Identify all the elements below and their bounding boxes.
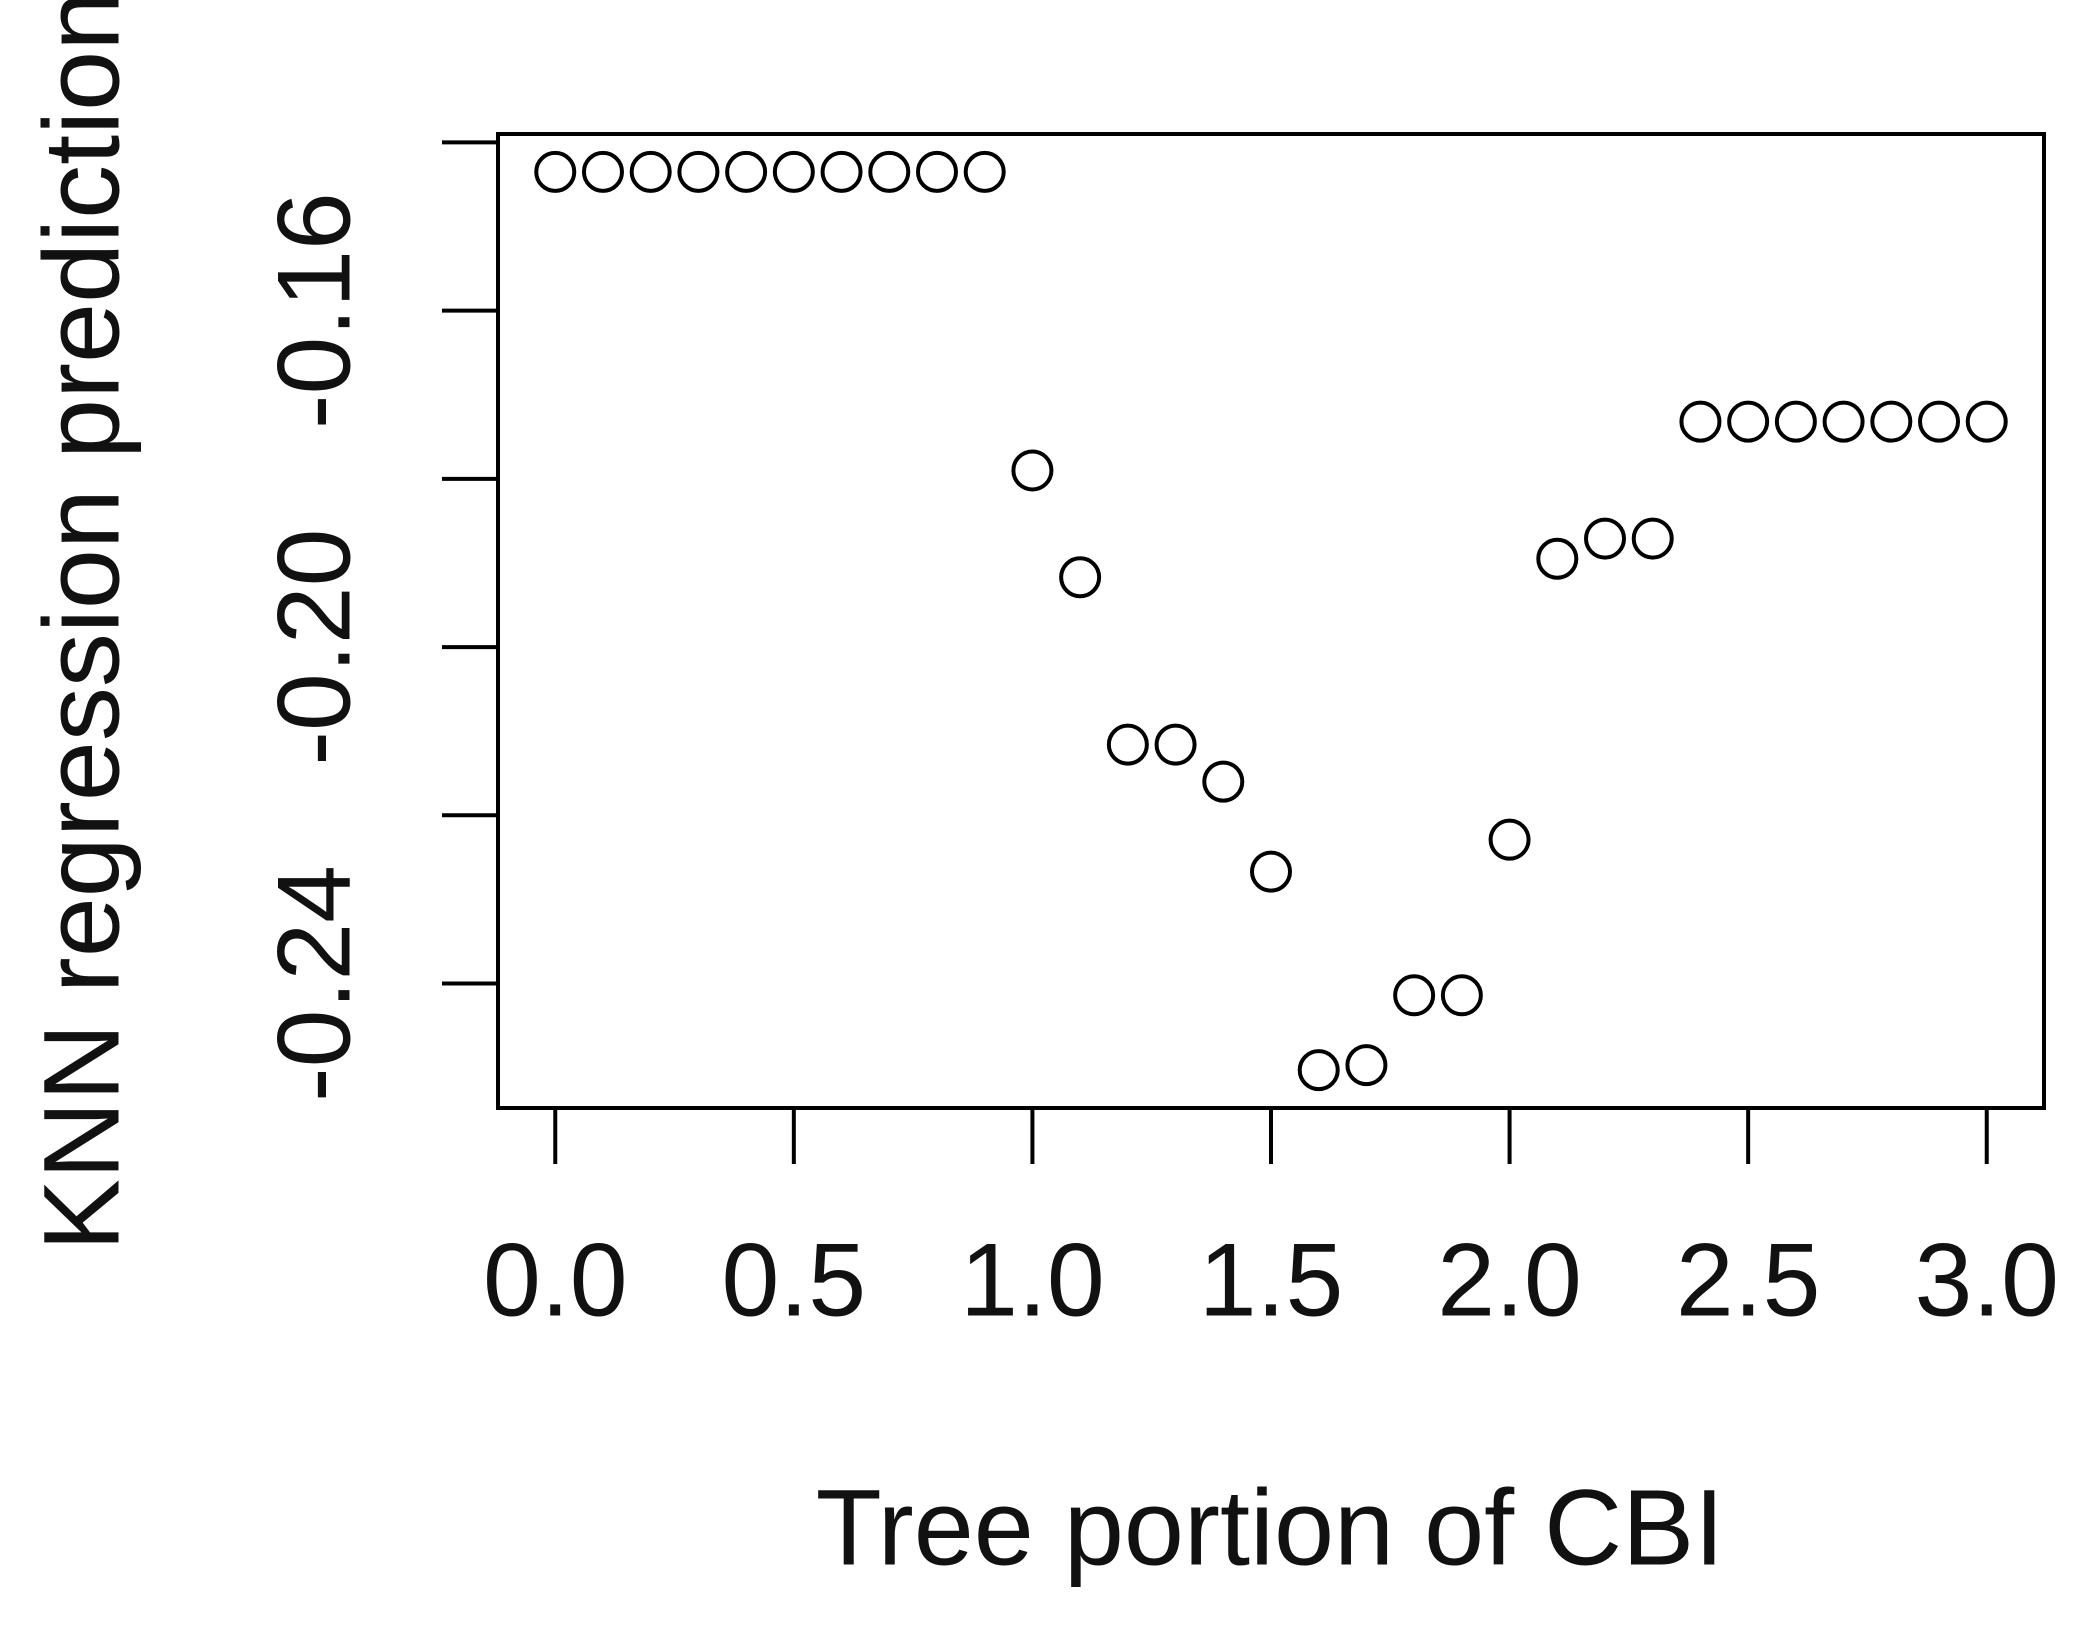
point	[1822, 400, 1865, 443]
point	[1679, 400, 1722, 443]
point	[1106, 723, 1149, 766]
x-tick-label: 2.5	[1676, 1222, 1821, 1338]
x-tick-label: 1.5	[1199, 1222, 1344, 1338]
point	[1011, 449, 1054, 492]
point	[581, 150, 624, 193]
y-axis-title: KNN regression prediction	[21, 0, 142, 1251]
point	[629, 150, 672, 193]
point	[1345, 1044, 1388, 1087]
point	[820, 150, 863, 193]
point	[1631, 517, 1674, 560]
point	[1297, 1049, 1340, 1092]
point	[963, 150, 1006, 193]
point	[915, 150, 958, 193]
point	[1965, 400, 2008, 443]
point	[1918, 400, 1961, 443]
point	[534, 150, 577, 193]
point	[772, 150, 815, 193]
point	[1584, 517, 1627, 560]
point	[1774, 400, 1817, 443]
point	[1393, 974, 1436, 1017]
x-tick-label: 2.0	[1437, 1222, 1582, 1338]
point	[1202, 760, 1245, 803]
point	[1536, 537, 1579, 580]
point	[1154, 723, 1197, 766]
point	[1250, 850, 1292, 893]
point	[1870, 400, 1913, 443]
x-tick-label: 1.0	[960, 1222, 1105, 1338]
y-tick-label: -0.20	[256, 529, 372, 766]
point	[1440, 974, 1483, 1017]
point	[725, 150, 768, 193]
x-tick-label: 0.0	[483, 1222, 628, 1338]
x-tick-label: 3.0	[1914, 1222, 2059, 1338]
y-tick-label: -0.24	[256, 865, 372, 1102]
x-tick-label: 0.5	[722, 1222, 867, 1338]
point	[1727, 400, 1770, 443]
point	[1059, 556, 1102, 599]
point	[868, 150, 911, 193]
point	[1488, 818, 1531, 861]
point	[677, 150, 720, 193]
x-axis-title: Tree portion of CBI	[816, 1467, 1724, 1588]
y-tick-label: -0.16	[256, 192, 372, 429]
plot-frame	[496, 132, 2046, 1110]
